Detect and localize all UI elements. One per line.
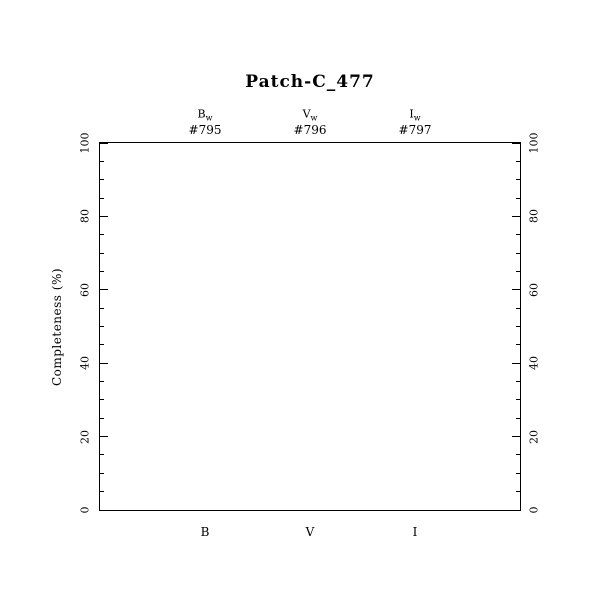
y-tick-right-minor <box>516 381 520 383</box>
top-field-label-text: #796 <box>293 123 327 137</box>
x-axis-label-text: I <box>412 525 418 539</box>
y-tick-label-right-text: 0 <box>527 506 541 514</box>
y-tick-right-minor <box>516 344 520 346</box>
y-tick-left-minor <box>100 252 104 254</box>
top-filter-label-text: Iw <box>409 107 421 123</box>
y-tick-label-left-text: 0 <box>78 506 92 514</box>
y-tick-label-left-text: 60 <box>78 282 92 297</box>
y-tick-right-minor <box>516 491 520 493</box>
y-tick-right-minor <box>516 270 520 272</box>
y-tick-left-major <box>100 289 108 291</box>
y-tick-left-major <box>100 362 108 364</box>
y-axis-title-text: Completeness (%) <box>50 267 64 386</box>
y-tick-right-minor <box>516 454 520 456</box>
y-tick-label-right-text: 80 <box>527 209 541 224</box>
y-tick-right-major <box>512 289 520 291</box>
y-tick-right-minor <box>516 197 520 199</box>
y-tick-left-minor <box>100 344 104 346</box>
y-tick-right-minor <box>516 252 520 254</box>
y-tick-label-right-text: 40 <box>527 356 541 371</box>
y-tick-left-minor <box>100 307 104 309</box>
y-tick-right-major <box>512 142 520 144</box>
y-tick-left-major <box>100 509 108 511</box>
y-tick-right-minor <box>516 417 520 419</box>
y-tick-left-minor <box>100 399 104 401</box>
y-tick-left-minor <box>100 381 104 383</box>
x-axis-label-text: V <box>305 525 315 539</box>
y-tick-label-left-text: 40 <box>78 356 92 371</box>
y-tick-right-minor <box>516 307 520 309</box>
y-tick-left-minor <box>100 270 104 272</box>
x-axis-label-text: B <box>200 525 210 539</box>
y-tick-left-minor <box>100 197 104 199</box>
y-tick-right-minor <box>516 234 520 236</box>
y-tick-label-left-text: 20 <box>78 429 92 444</box>
y-tick-left-major <box>100 142 108 144</box>
y-tick-right-minor <box>516 160 520 162</box>
y-tick-label-left-text: 100 <box>78 132 92 154</box>
top-filter-label-text: Bw <box>197 107 213 123</box>
y-tick-label-left-text: 80 <box>78 209 92 224</box>
top-field-label-text: #795 <box>188 123 222 137</box>
y-tick-right-minor <box>516 399 520 401</box>
y-tick-left-major <box>100 436 108 438</box>
y-tick-left-major <box>100 215 108 217</box>
y-tick-label-right-text: 20 <box>527 429 541 444</box>
plot-area: 0 0 20 20 40 40 60 60 80 80 100 100 Completeness (%)… <box>50 107 541 539</box>
y-tick-label-right-text: 60 <box>527 282 541 297</box>
y-tick-right-minor <box>516 472 520 474</box>
y-tick-right-minor <box>516 179 520 181</box>
y-tick-right-minor <box>516 326 520 327</box>
y-tick-left-minor <box>100 179 104 181</box>
y-tick-right-major <box>512 436 520 438</box>
y-tick-left-minor <box>100 454 104 456</box>
y-tick-left-minor <box>100 472 104 474</box>
top-filter-label-text: Vw <box>302 107 318 123</box>
y-tick-left-minor <box>100 234 104 236</box>
axes-decoration-layer: 0 0 20 20 40 40 60 60 80 80 100 100 Completeness (%)… <box>50 107 541 539</box>
y-tick-label-right-text: 100 <box>527 132 541 154</box>
y-tick-right-major <box>512 215 520 217</box>
top-field-label-text: #797 <box>398 123 432 137</box>
plot-title: Patch-C_477 <box>245 72 375 92</box>
y-tick-left-minor <box>100 160 104 162</box>
y-tick-right-major <box>512 509 520 511</box>
y-tick-left-minor <box>100 326 104 327</box>
y-tick-right-major <box>512 362 520 364</box>
y-tick-left-minor <box>100 417 104 419</box>
y-tick-left-minor <box>100 491 104 493</box>
